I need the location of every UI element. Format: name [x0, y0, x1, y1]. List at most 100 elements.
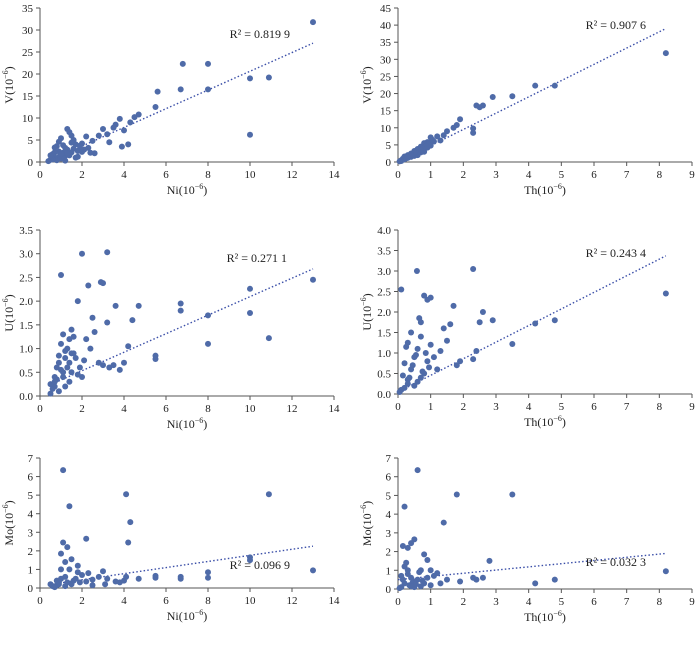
- data-point: [416, 569, 423, 576]
- y-tick-label: 25: [22, 47, 34, 59]
- x-tick-label: 6: [591, 169, 597, 181]
- data-point: [125, 141, 132, 148]
- data-point: [85, 570, 92, 577]
- data-point: [112, 578, 119, 585]
- data-point: [102, 581, 109, 588]
- data-point: [87, 345, 94, 352]
- data-point: [411, 382, 418, 389]
- data-point: [116, 115, 123, 122]
- y-tick-label: 15: [22, 91, 34, 103]
- data-point: [72, 355, 79, 362]
- y-tick-label: 0: [28, 157, 34, 169]
- data-point: [401, 503, 408, 510]
- x-tick-label: 0: [37, 595, 43, 607]
- data-point: [470, 129, 477, 136]
- x-tick-label: 0: [395, 169, 401, 181]
- data-point: [509, 340, 516, 347]
- x-tick-label: 7: [624, 401, 630, 413]
- data-point: [398, 286, 405, 293]
- data-point: [421, 551, 428, 558]
- data-point: [95, 573, 102, 580]
- data-point: [413, 268, 420, 274]
- data-point: [129, 317, 136, 324]
- data-point: [399, 542, 406, 549]
- data-point: [66, 566, 73, 573]
- data-point: [417, 374, 424, 381]
- y-tick-label: 6: [386, 472, 392, 484]
- data-point: [60, 374, 67, 381]
- data-point: [66, 129, 73, 136]
- r2-label: R² = 0.907 6: [586, 18, 646, 32]
- x-tick-label: 8: [657, 401, 663, 413]
- data-point: [58, 566, 64, 573]
- x-tick-label: 8: [657, 596, 663, 608]
- data-point: [434, 133, 441, 140]
- data-point: [112, 302, 119, 309]
- data-point: [68, 326, 75, 333]
- y-tick-label: 5: [386, 490, 392, 502]
- y-tick-label: 2.0: [377, 307, 391, 319]
- y-tick-label: 1.0: [377, 348, 391, 360]
- data-point: [89, 576, 96, 583]
- x-tick-label: 9: [689, 169, 695, 181]
- x-tick-label: 1: [428, 596, 434, 608]
- data-point: [662, 290, 669, 297]
- y-tick-label: 0: [386, 157, 392, 169]
- data-point: [396, 388, 403, 395]
- data-point: [424, 296, 431, 303]
- data-point: [60, 539, 67, 546]
- data-point: [417, 583, 424, 590]
- data-point: [135, 575, 142, 582]
- data-point: [399, 372, 406, 379]
- data-point: [509, 93, 516, 100]
- data-point: [55, 388, 62, 395]
- data-point: [486, 557, 493, 564]
- data-point: [66, 503, 73, 510]
- data-point: [247, 131, 253, 138]
- y-tick-label: 2.0: [19, 296, 33, 308]
- data-point: [68, 556, 75, 563]
- x-tick-label: 6: [591, 596, 597, 608]
- data-point: [205, 86, 211, 93]
- data-point: [68, 350, 75, 357]
- data-point: [83, 535, 90, 542]
- y-axis-title: Mo(10−6): [359, 501, 374, 546]
- data-point: [89, 314, 96, 321]
- y-tick-label: 7: [28, 453, 34, 465]
- y-tick-label: 10: [380, 123, 392, 135]
- data-point: [152, 104, 159, 110]
- y-tick-label: 6: [28, 472, 34, 484]
- y-tick-label: 2.5: [377, 287, 391, 299]
- data-point: [265, 74, 272, 81]
- data-point: [265, 335, 272, 342]
- data-point: [154, 88, 161, 95]
- data-point: [60, 467, 67, 474]
- chart-panel: 0 2 4 6 8 10 12 14 0.0 0.5 1.0 1.5 2.0 2.5 3.0 3.5 Ni(10…: [1, 225, 340, 431]
- data-point: [444, 337, 450, 344]
- x-tick-label: 3: [493, 596, 499, 608]
- x-axis-title: Th(10−6): [524, 182, 566, 197]
- y-tick-label: 3.5: [377, 246, 391, 258]
- y-tick-label: 2: [386, 547, 392, 559]
- y-tick-label: 35: [380, 37, 392, 49]
- x-tick-label: 6: [163, 169, 169, 181]
- data-point: [81, 357, 88, 364]
- data-point: [414, 345, 421, 352]
- data-point: [68, 369, 75, 376]
- r2-label: R² = 0.819 9: [230, 27, 290, 41]
- x-tick-label: 2: [461, 401, 467, 413]
- r2-label: R² = 0.271 1: [227, 251, 287, 265]
- x-tick-label: 4: [121, 169, 127, 181]
- data-point: [47, 581, 54, 588]
- x-tick-label: 8: [205, 403, 211, 415]
- data-point: [310, 19, 316, 26]
- y-tick-label: 5: [28, 490, 34, 502]
- data-point: [55, 359, 62, 366]
- x-tick-label: 4: [526, 169, 532, 181]
- data-point: [489, 93, 496, 100]
- data-point: [55, 579, 62, 586]
- x-tick-label: 5: [559, 169, 565, 181]
- data-point: [476, 319, 483, 326]
- y-tick-label: 0.5: [19, 367, 33, 379]
- data-point: [404, 567, 411, 574]
